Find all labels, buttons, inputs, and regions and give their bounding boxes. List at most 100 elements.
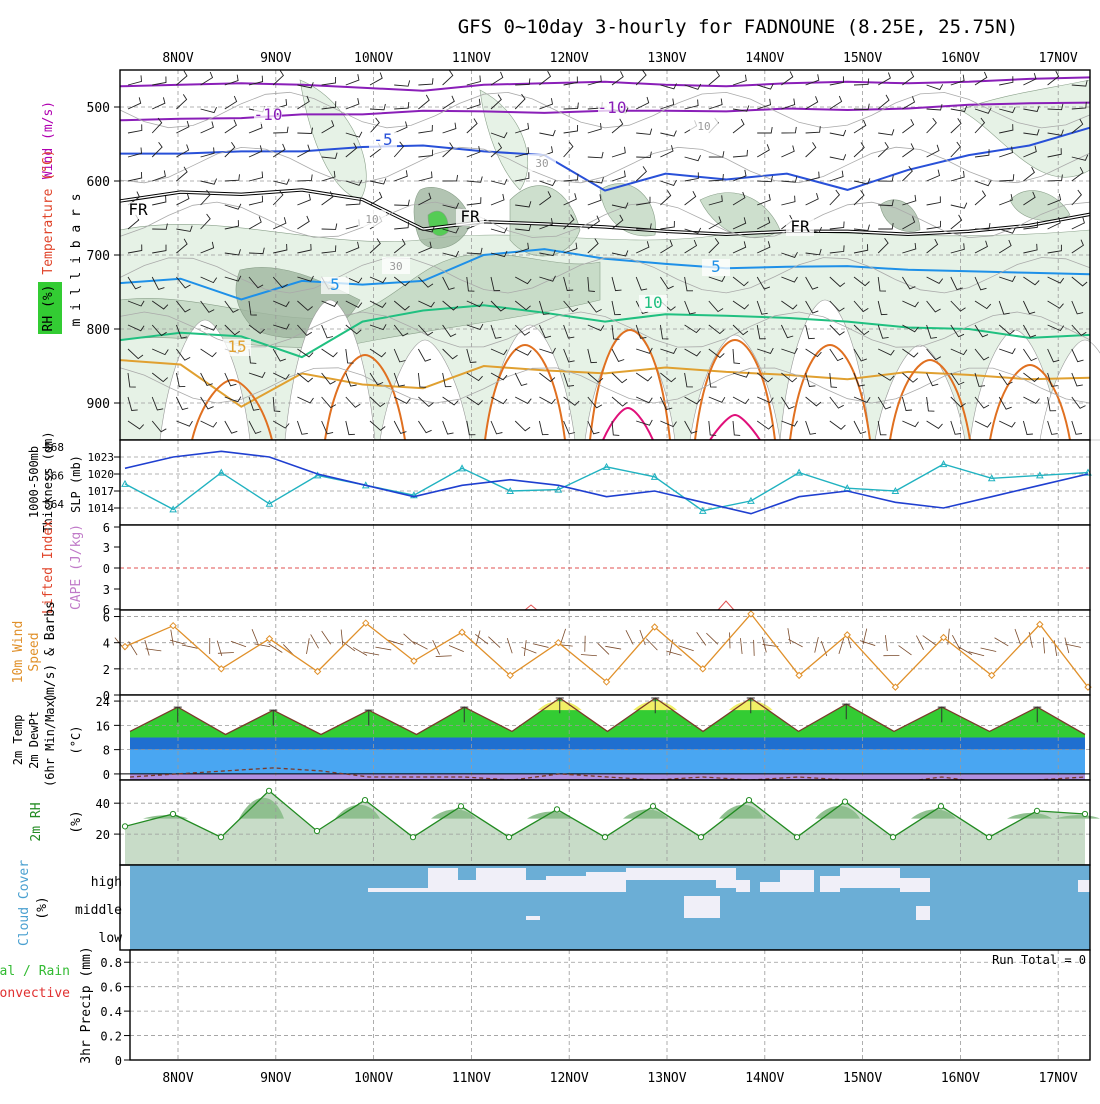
bottom-date-15NOV: 15NOV [843,1071,882,1086]
top-date-13NOV: 13NOV [647,51,686,66]
wind10m-tick-1: 4 [103,637,110,651]
precip-tick-2: 0.4 [100,1005,122,1019]
rh2m-point-4 [314,828,319,833]
cloud-clear-6 [586,872,626,892]
run-total: Run Total = 0 [992,953,1086,967]
pressure-tick-900: 900 [87,397,110,412]
rh2m-point-3 [266,788,271,793]
slp-tick-1: 1020 [88,468,115,481]
contour-label-9: 10 [697,120,710,133]
wind10m-tick-2: 2 [103,663,110,677]
cloud-clear-18 [916,906,930,920]
rh2m-point-9 [554,807,559,812]
rh2m-label: 2m RH [29,802,44,841]
rh2m-point-11 [650,804,655,809]
rh2m-point-7 [458,804,463,809]
cape-tick-3: 3 [103,583,110,597]
precip-tick-4: 0 [115,1054,122,1068]
rh2m-point-17 [938,804,943,809]
pressure-tick-800: 800 [87,323,110,338]
slp-tick-2: 1017 [88,485,115,498]
top-date-14NOV: 14NOV [745,51,784,66]
top-date-12NOV: 12NOV [550,51,589,66]
rh2m-point-16 [890,835,895,840]
top-date-10NOV: 10NOV [354,51,393,66]
cloud-clear-15 [900,878,930,892]
slp-tick-0: 1023 [88,451,115,464]
bottom-date-9NOV: 9NOV [260,1071,291,1086]
contour-label-1: -10 [598,98,627,117]
millibars-axis-title: m i l l i b a r s [69,193,84,326]
contour-label-13: 5 [711,257,721,276]
cloud-clear-5 [546,876,586,892]
bottom-date-8NOV: 8NOV [162,1071,193,1086]
chart-title: GFS 0~10day 3-hourly for FADNOUNE (8.25E… [458,16,1019,38]
bottom-date-11NOV: 11NOV [452,1071,491,1086]
rh2m-point-14 [794,835,799,840]
dewpt2m-label: 2m DewPt [27,711,41,769]
cape-tick-1: 3 [103,541,110,555]
rh2m-point-2 [218,835,223,840]
rh2m-point-15 [842,799,847,804]
rh2m-point-6 [410,835,415,840]
rh2m-panel: 40 20 2m RH (%) [29,780,1100,865]
rh2m-tick-1: 20 [96,828,110,842]
temp-tick-1: 16 [96,719,110,733]
cloud-clear-4 [526,880,546,892]
contour-label-6: 30 [535,157,548,170]
rh2m-unit-label: (%) [69,810,84,833]
cloud-clear-3 [476,868,526,892]
convective-label: Convective [0,986,70,1001]
contour-label-4: 10 [643,293,662,312]
precip-panel: 0.80.60.40.20 Run Total = 0 Total / Rain… [0,946,1090,1068]
temp-unit-label: (°C) [69,726,83,755]
contour-label-3: 5 [330,275,340,294]
cloud-clear-7 [626,868,716,880]
cloud-clear-0 [368,888,428,892]
cloud-clear-14 [840,868,900,888]
top-date-9NOV: 9NOV [260,51,291,66]
rh-axis-label: RH (%) [41,285,56,332]
total-rain-label: Total / Rain [0,964,70,979]
lifted-index-label: Lifted Index [41,520,56,614]
cloud-cover-unit: (%) [35,896,50,919]
wind10m-label-3: (m/s) & Barbs [43,601,58,703]
minmax-label: (6hr Min/Max) [43,693,57,787]
rh2m-tick-0: 40 [96,797,110,811]
bottom-date-16NOV: 16NOV [941,1071,980,1086]
rh2m-point-1 [170,811,175,816]
rh2m-point-18 [986,835,991,840]
bottom-date-13NOV: 13NOV [647,1071,686,1086]
pressure-tick-700: 700 [87,249,110,264]
temperature-axis-label: Temperature (°C) [41,149,56,274]
thickness-axis-label-1: 1000-500mb [27,446,41,518]
wind10m-label-1: 10m Wind [11,621,26,684]
pressure-tick-500: 500 [87,101,110,116]
contour-label-5: 15 [227,337,246,356]
contour-label-7: 30 [389,260,402,273]
rh2m-point-8 [506,835,511,840]
bottom-date-17NOV: 17NOV [1039,1071,1078,1086]
slp-tick-3: 1014 [88,502,115,515]
top-date-11NOV: 11NOV [452,51,491,66]
precip-axis-label: 3hr Precip (mm) [79,946,94,1063]
precip-tick-1: 0.6 [100,981,122,995]
top-date-16NOV: 16NOV [941,51,980,66]
rh2m-point-5 [362,797,367,802]
cloud-level-low: low [99,931,123,946]
cloud-level-middle: middle [75,903,122,918]
rh2m-point-20 [1082,811,1087,816]
cape-label: CAPE (J/kg) [69,524,84,610]
precip-tick-0: 0.8 [100,956,122,970]
contour-label-0: -10 [254,105,283,124]
bottom-date-14NOV: 14NOV [745,1071,784,1086]
bottom-date-10NOV: 10NOV [354,1071,393,1086]
